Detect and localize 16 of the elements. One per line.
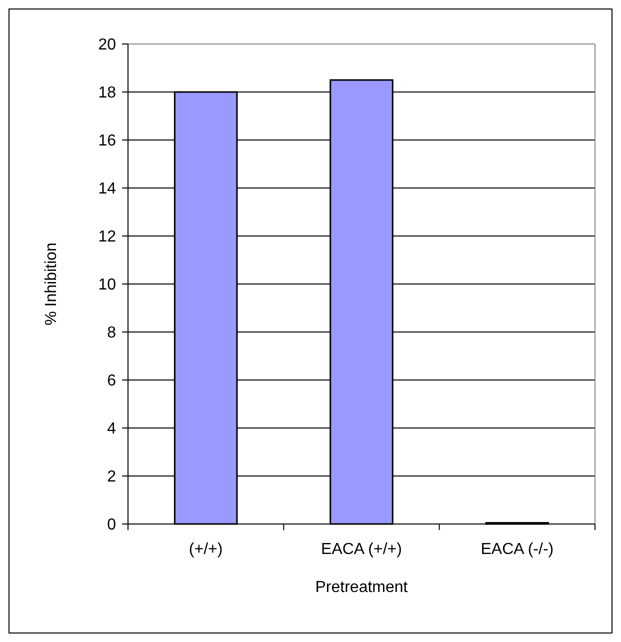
y-tick-label: 20 (98, 36, 116, 54)
y-tick-label: 2 (107, 468, 116, 486)
x-tick-label: EACA (+/+) (321, 541, 402, 558)
y-tick-label: 0 (107, 516, 116, 534)
y-tick-label: 18 (98, 84, 116, 102)
y-tick-label: 4 (107, 420, 116, 438)
x-tick-label: EACA (-/-) (480, 541, 554, 558)
y-tick-label: 8 (107, 324, 116, 342)
y-axis-title: % Inhibition (43, 242, 60, 326)
y-tick-label: 14 (98, 180, 116, 198)
y-tick-label: 16 (98, 132, 116, 150)
x-axis-title: Pretreatment (315, 579, 408, 596)
x-tick-label: (+/+) (188, 541, 223, 558)
y-tick-label: 10 (98, 276, 116, 294)
y-tick-label: 6 (107, 372, 116, 390)
y-tick-label: 12 (98, 228, 116, 246)
